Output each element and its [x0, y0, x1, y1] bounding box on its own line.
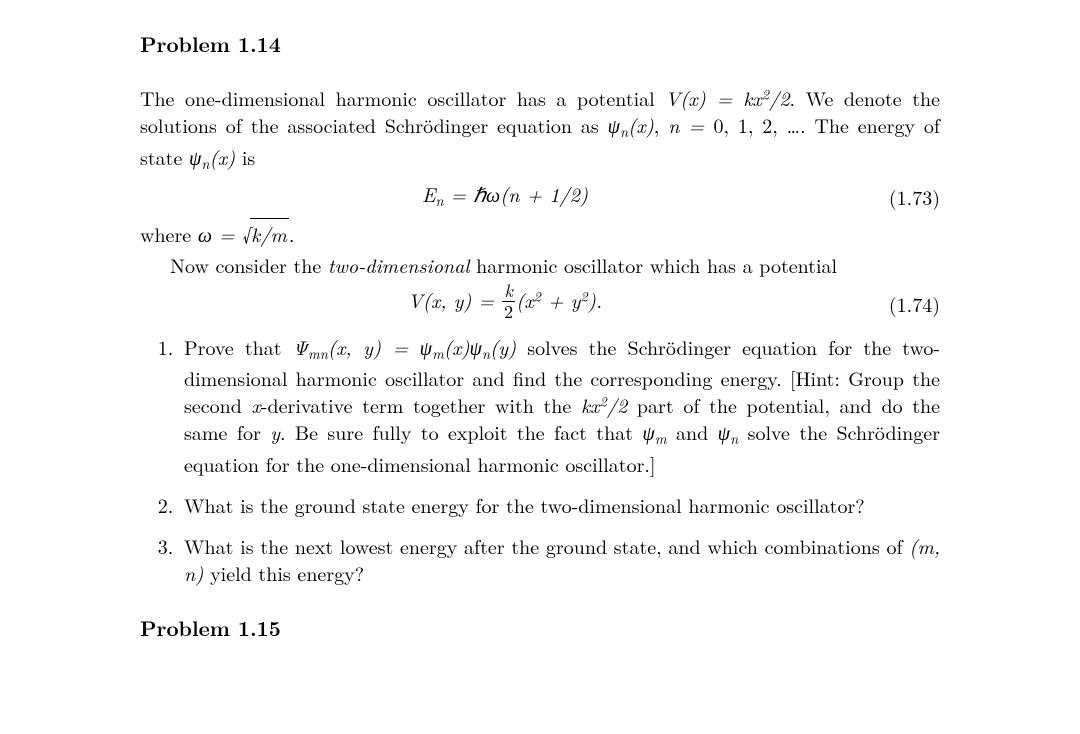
- text: .: [289, 219, 295, 248]
- math: ω =: [198, 219, 242, 248]
- math: ψm: [642, 417, 666, 446]
- math: Ψmn(x, y) = ψm(x)ψn(y): [293, 332, 516, 361]
- equation-number: (1.74): [870, 290, 940, 317]
- question-list: Prove that Ψmn(x, y) = ψm(x)ψn(y) solves…: [140, 333, 940, 586]
- equation-2: V(x, y) = k2(x2 + y2). (1.74): [140, 284, 940, 323]
- where-paragraph: where ω = √k/m.: [140, 220, 940, 247]
- page: Problem 1.14 The one-dimensional harmoni…: [0, 0, 1080, 662]
- sqrt: √k/m: [242, 220, 289, 247]
- text: ,: [654, 110, 668, 139]
- math: ψn(x): [189, 142, 235, 171]
- text: and: [667, 417, 718, 446]
- question-1: Prove that Ψmn(x, y) = ψm(x)ψn(y) solves…: [180, 333, 940, 477]
- text: -derivative term together with the: [261, 390, 581, 419]
- equation-body: En = ℏω(n + 1/2): [140, 180, 870, 211]
- math: y: [270, 417, 280, 446]
- text: The one-dimensional harmonic oscillator …: [140, 83, 665, 112]
- text: is: [235, 142, 255, 171]
- math: x: [252, 390, 261, 419]
- intro-paragraph: The one-dimensional harmonic oscillator …: [140, 84, 940, 174]
- next-problem-heading: Problem 1.15: [140, 614, 940, 642]
- equation-number: (1.73): [870, 183, 940, 210]
- text: Prove that: [184, 332, 293, 361]
- math: ψn: [718, 417, 739, 446]
- question-2: What is the ground state energy for the …: [180, 491, 940, 518]
- text: harmonic oscillator which has a potentia…: [470, 250, 838, 279]
- text: where: [140, 219, 198, 248]
- text: Now consider the: [170, 250, 328, 279]
- text: What is the next lowest energy after the…: [184, 531, 909, 560]
- two-d-paragraph: Now consider the two-dimensional harmoni…: [140, 251, 940, 278]
- problem-heading: Problem 1.14: [140, 30, 940, 58]
- math: kx2/2: [581, 390, 627, 419]
- emph: two-dimensional: [328, 250, 470, 279]
- math: ψn(x): [608, 110, 654, 139]
- text: yield this energy?: [203, 558, 364, 587]
- equation-1: En = ℏω(n + 1/2) (1.73): [140, 180, 940, 211]
- math: V(x) = kx2/2: [665, 83, 789, 112]
- text: . Be sure fully to exploit the fact that: [280, 417, 642, 446]
- text: What is the ground state energy for the …: [184, 490, 865, 519]
- math: n =: [668, 110, 713, 139]
- equation-body: V(x, y) = k2(x2 + y2).: [140, 284, 870, 323]
- question-3: What is the next lowest energy after the…: [180, 532, 940, 586]
